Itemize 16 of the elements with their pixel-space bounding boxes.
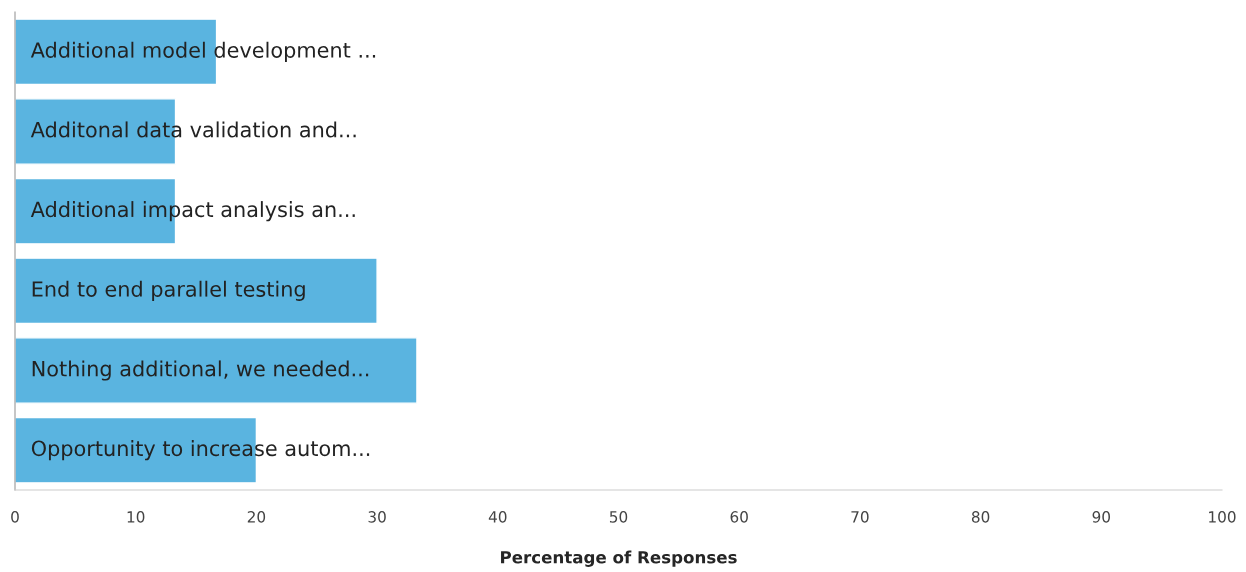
x-tick-label: 50 [609,511,628,523]
x-tick-label: 40 [488,511,507,523]
x-tick-label: 80 [971,511,990,523]
y-tick-label: End to end parallel testing [32,280,305,301]
x-tick-label: 70 [851,511,869,523]
bar [15,337,418,404]
x-tick-label: 10 [127,511,145,523]
x-tick-label: 90 [1092,511,1111,523]
x-tick-label: 0 [11,511,19,523]
x-tick-label: 30 [368,511,386,523]
x-tick-label: 20 [247,511,266,523]
bar [15,257,378,325]
x-axis-title: Percentage of Responses [501,550,737,567]
y-tick-label: Nothing additional, we needed... [32,360,369,381]
x-tick-label: 100 [1209,511,1236,523]
x-tick-label: 60 [730,511,748,523]
